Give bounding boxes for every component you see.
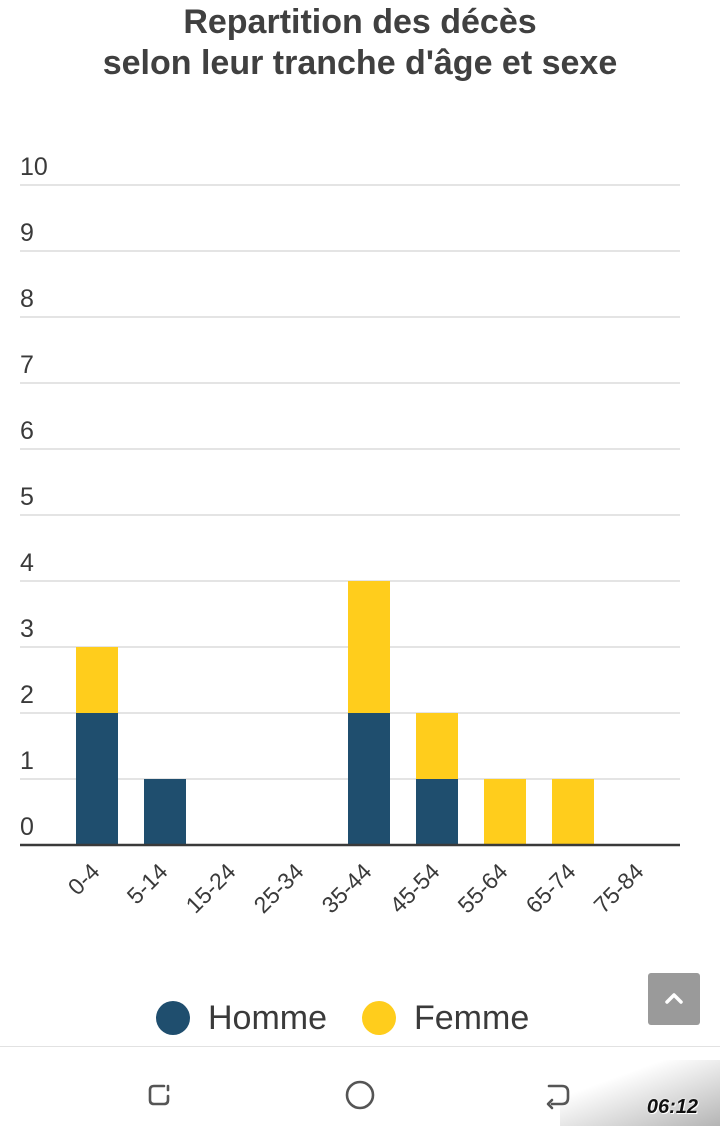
x-tick-label: 25-34 — [249, 858, 309, 918]
y-tick-label: 0 — [20, 813, 34, 841]
x-tick-label: 45-54 — [385, 858, 445, 918]
x-tick-label: 55-64 — [453, 858, 513, 918]
y-tick-label: 9 — [20, 219, 34, 247]
x-tick-label: 75-84 — [589, 858, 649, 918]
recent-apps-button[interactable] — [142, 1077, 178, 1113]
bar-homme-35-44[interactable] — [348, 713, 390, 845]
corner-shadow — [560, 1060, 720, 1126]
y-tick-label: 1 — [20, 747, 34, 775]
y-axis-ticks: 0 1 2 3 4 5 6 7 8 9 10 — [20, 153, 48, 841]
status-clock: 06:12 — [646, 1096, 698, 1118]
x-tick-label: 5-14 — [122, 858, 173, 909]
y-tick-label: 4 — [20, 549, 34, 577]
home-icon — [345, 1080, 375, 1110]
stacked-bar-chart: 0 1 2 3 4 5 6 7 8 9 10 0-4 5-14 15-24 25-34 35-44 45-54… — [20, 153, 680, 918]
legend-item-femme[interactable]: Femme — [362, 995, 529, 1041]
bar-femme-0-4[interactable] — [76, 647, 118, 713]
x-axis-ticks: 0-4 5-14 15-24 25-34 35-44 45-54 55-64 65-74 75-… — [63, 858, 649, 918]
y-tick-label: 10 — [20, 153, 48, 181]
legend-label-homme: Homme — [208, 998, 328, 1037]
y-tick-label: 7 — [20, 351, 34, 379]
chart-title-line-2: selon leur tranche d'âge et sexe — [102, 44, 618, 82]
bar-homme-0-4[interactable] — [76, 713, 118, 845]
bar-femme-35-44[interactable] — [348, 581, 390, 713]
x-tick-label: 35-44 — [317, 858, 377, 918]
bar-femme-45-54[interactable] — [416, 713, 458, 779]
y-tick-label: 2 — [20, 681, 34, 709]
chart-legend: Homme Femme — [0, 995, 720, 1041]
x-tick-label: 65-74 — [521, 858, 581, 918]
bar-femme-55-64[interactable] — [484, 779, 526, 845]
legend-item-homme[interactable]: Homme — [156, 995, 327, 1041]
legend-label-femme: Femme — [414, 998, 530, 1037]
x-tick-label: 0-4 — [63, 858, 105, 900]
legend-dot-homme — [156, 1001, 190, 1035]
y-tick-label: 5 — [20, 483, 34, 511]
chevron-up-icon — [665, 993, 683, 1004]
y-tick-label: 6 — [20, 417, 34, 445]
home-button[interactable] — [342, 1077, 378, 1113]
bars — [20, 581, 680, 847]
bar-femme-65-74[interactable] — [552, 779, 594, 845]
bar-homme-5-14[interactable] — [144, 779, 186, 845]
y-tick-label: 3 — [20, 615, 34, 643]
chart-title-line-1: Repartition des décès — [183, 3, 537, 41]
y-tick-label: 8 — [20, 285, 34, 313]
recent-apps-icon — [148, 1084, 170, 1106]
scroll-to-top-button[interactable] — [648, 973, 700, 1025]
bar-homme-45-54[interactable] — [416, 779, 458, 845]
x-tick-label: 15-24 — [181, 858, 241, 918]
legend-dot-femme — [362, 1001, 396, 1035]
